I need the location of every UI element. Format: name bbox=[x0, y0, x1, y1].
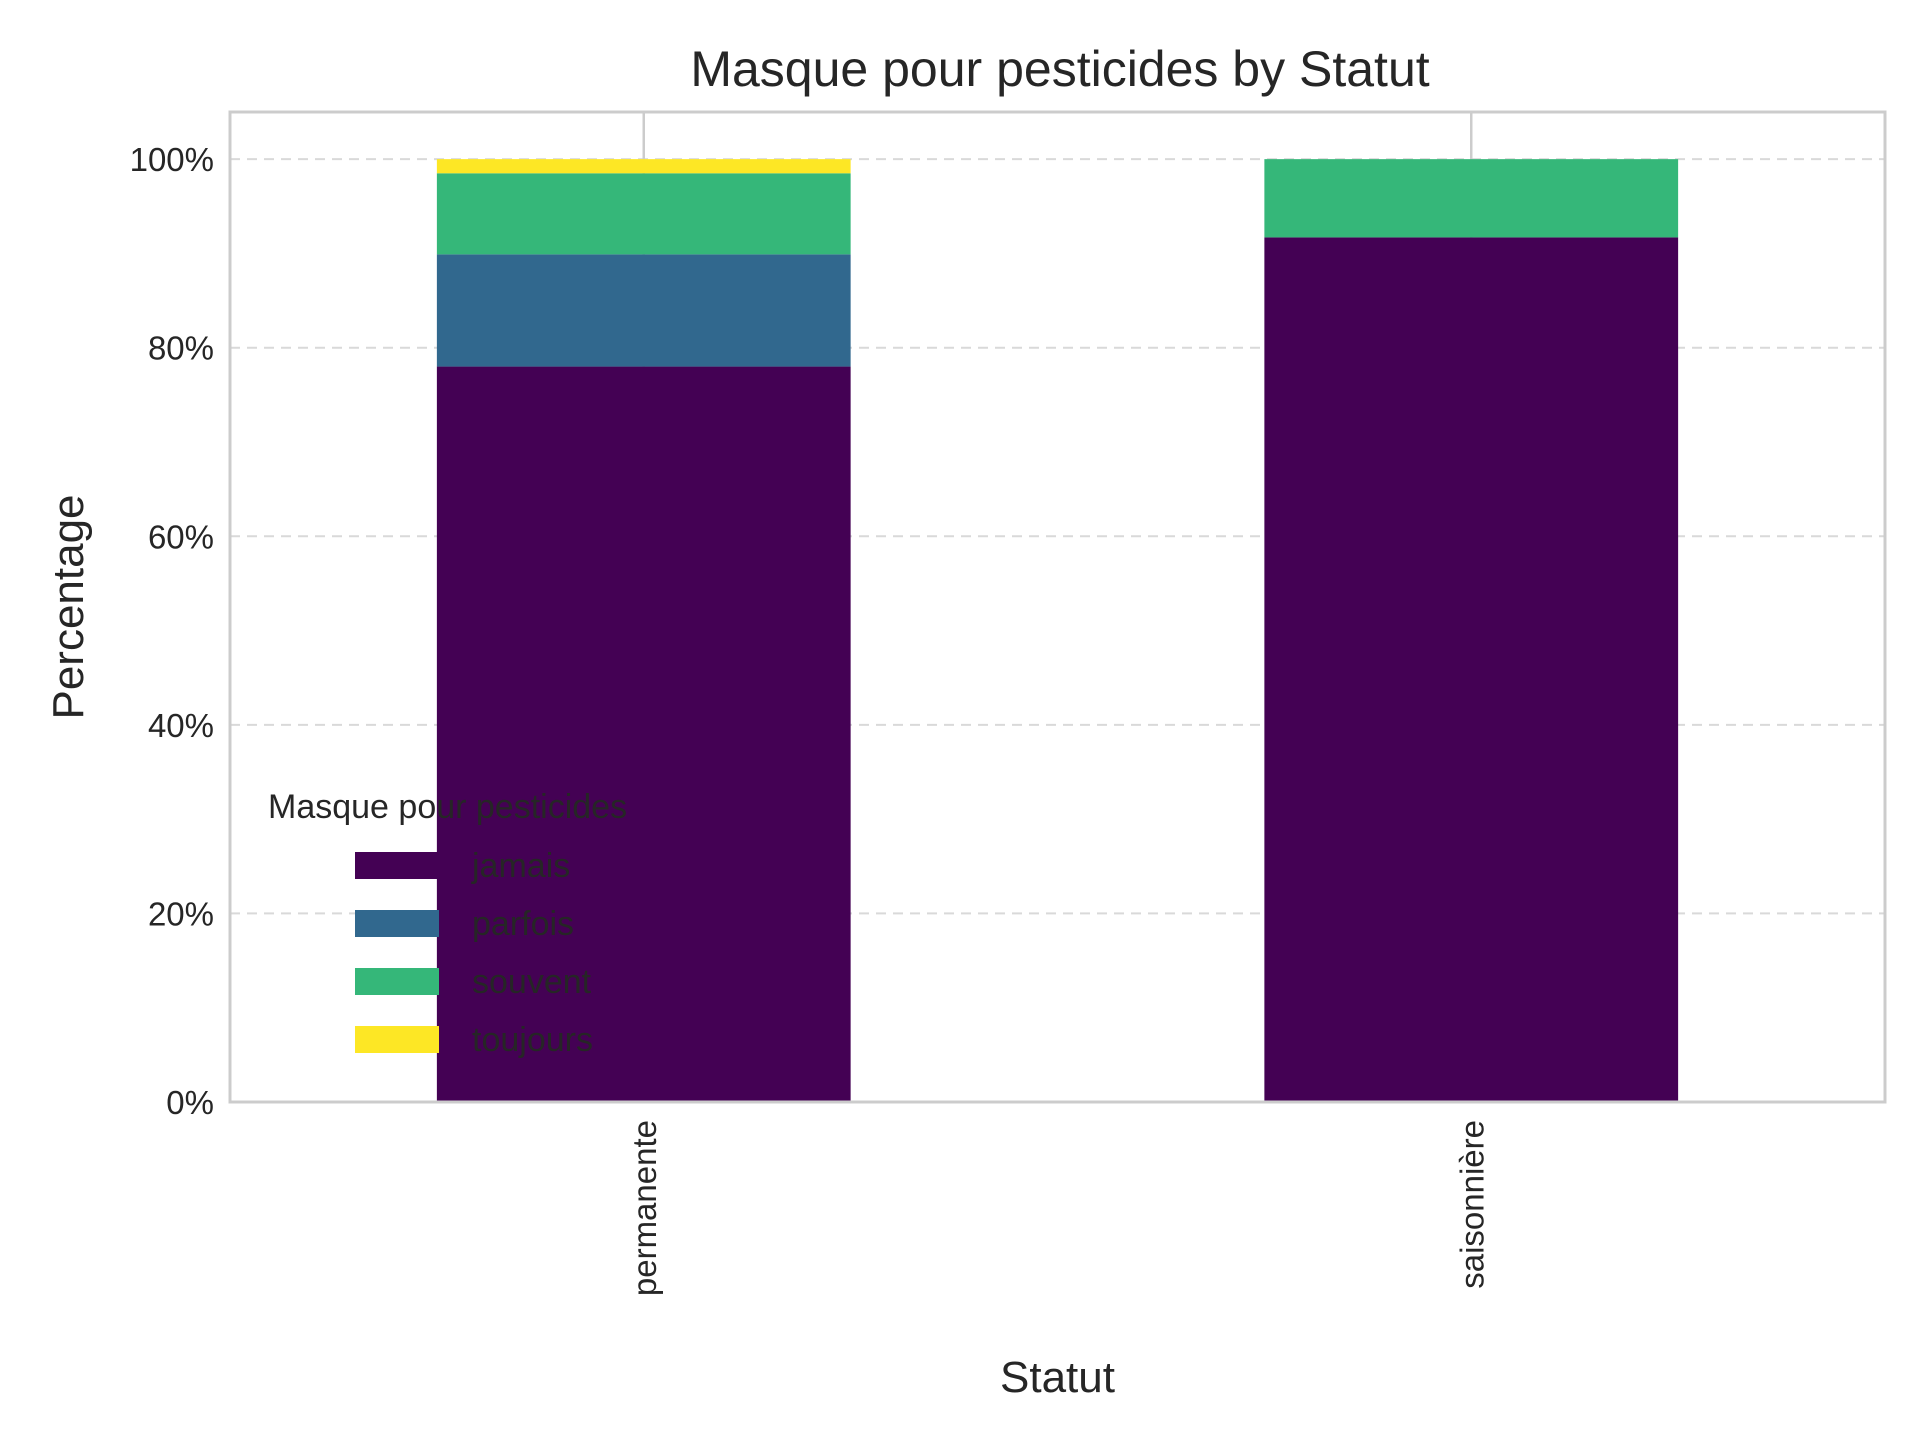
plot-frame bbox=[228, 110, 1887, 1104]
bar-segment-souvent bbox=[436, 173, 851, 255]
legend-swatch-toujours bbox=[355, 1026, 439, 1053]
y-tick-label: 80% bbox=[148, 330, 214, 367]
legend-label-souvent: souvent bbox=[472, 963, 592, 1001]
legend-swatch-parfois bbox=[355, 910, 439, 937]
legend: Masque pour pesticides jamais parfois souv… bbox=[268, 788, 627, 1059]
legend-label-toujours: toujours bbox=[472, 1021, 593, 1059]
y-tick-label: 40% bbox=[148, 707, 214, 744]
legend-label-parfois: parfois bbox=[472, 905, 574, 943]
bar-segment-jamais bbox=[436, 366, 851, 1103]
y-axis-ticks: 0% 20% 40% 60% 80% 100% bbox=[130, 141, 214, 1121]
legend-title: Masque pour pesticides bbox=[268, 788, 627, 826]
legend-label-jamais: jamais bbox=[471, 847, 570, 885]
legend-swatch-jamais bbox=[355, 852, 439, 879]
bar-segment-souvent bbox=[1264, 159, 1679, 238]
x-tick-label: permanente bbox=[626, 1120, 663, 1296]
y-tick-label: 20% bbox=[148, 895, 214, 932]
x-tick-label: saisonnière bbox=[1453, 1120, 1490, 1289]
x-axis-ticks: permanente saisonnière bbox=[626, 1120, 1491, 1296]
y-tick-label: 100% bbox=[130, 141, 214, 178]
legend-swatch-souvent bbox=[355, 968, 439, 995]
chart-title: Masque pour pesticides by Statut bbox=[690, 41, 1429, 97]
bars bbox=[436, 159, 1679, 1103]
bar-segment-toujours bbox=[436, 159, 851, 174]
x-axis-label: Statut bbox=[1000, 1353, 1115, 1402]
y-axis-label: Percentage bbox=[44, 494, 93, 719]
y-tick-label: 60% bbox=[148, 518, 214, 555]
bar-segment-jamais bbox=[1264, 237, 1679, 1102]
y-tick-label: 0% bbox=[166, 1084, 214, 1121]
bar-segment-parfois bbox=[436, 254, 851, 367]
